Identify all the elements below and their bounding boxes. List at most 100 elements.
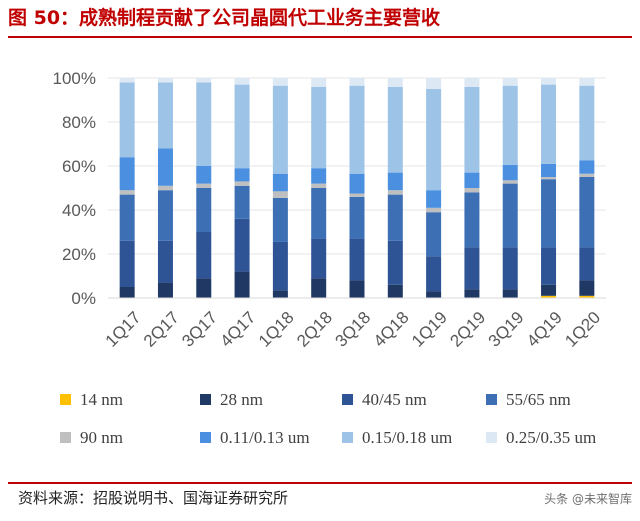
bar-segment: [272, 78, 288, 86]
legend-swatch: [342, 432, 353, 443]
y-tick-label: 80%: [62, 113, 96, 132]
bar-segment: [272, 197, 288, 242]
legend-swatch: [200, 432, 211, 443]
bar-segment: [579, 247, 595, 281]
legend-swatch: [486, 432, 497, 443]
x-tick-label: 1Q20: [561, 308, 604, 351]
chart-title: 图 50：成熟制程贡献了公司晶圆代工业务主要营收: [8, 7, 441, 29]
bar-segment: [541, 247, 557, 285]
bar-segment: [579, 78, 595, 86]
bar-segment: [196, 183, 212, 188]
bar-segment: [272, 173, 288, 192]
bar-segment: [234, 84, 250, 169]
bar-segment: [387, 78, 403, 87]
bar-segment: [579, 280, 595, 296]
bar-segment: [119, 190, 135, 195]
y-axis: 0% 20% 40% 60% 80% 100%: [53, 69, 96, 308]
bar-segment: [196, 278, 212, 298]
legend-label: 55/65 nm: [506, 390, 571, 409]
bar-segment: [272, 85, 288, 174]
x-tick-label: 4Q18: [370, 308, 413, 351]
legend-label: 90 nm: [80, 428, 123, 447]
bar-segment: [234, 218, 250, 272]
x-tick-label: 1Q18: [255, 308, 298, 351]
bar-segment: [579, 160, 595, 174]
bar-segment: [579, 173, 595, 177]
bar-segment: [311, 278, 327, 298]
bar-segment: [349, 280, 365, 298]
watermark: 头条 @未来智库: [544, 492, 632, 506]
bar-segment: [541, 295, 557, 298]
bar-segment: [541, 163, 557, 177]
y-tick-label: 100%: [53, 69, 96, 88]
bar-segment: [196, 78, 212, 83]
bar-segment: [311, 78, 327, 87]
bar-segment: [196, 232, 212, 279]
bar-segment: [119, 78, 135, 83]
legend-label: 0.11/0.13 um: [220, 428, 310, 447]
bar-segment: [234, 185, 250, 219]
bar-segment: [541, 179, 557, 248]
bar-segment: [502, 164, 518, 181]
bar-segment: [272, 290, 288, 298]
footer-divider: [8, 482, 632, 484]
x-tick-label: 1Q19: [408, 308, 451, 351]
bar-segment: [157, 148, 173, 186]
bar-segment: [349, 193, 365, 197]
bar-segment: [541, 284, 557, 296]
bar-segment: [387, 240, 403, 285]
bar-series: [108, 78, 606, 299]
bar-segment: [387, 86, 403, 173]
bar-segment: [579, 295, 595, 298]
bar-segment: [579, 85, 595, 161]
bar-segment: [349, 78, 365, 86]
bar-segment: [502, 85, 518, 165]
bar-segment: [272, 241, 288, 291]
bar-segment: [464, 78, 480, 87]
bar-segment: [426, 291, 442, 298]
y-tick-label: 20%: [62, 245, 96, 264]
bar-segment: [387, 190, 403, 195]
bar-segment: [426, 190, 442, 208]
stacked-bar-chart: 0%20%40%60%80%100% 1Q172Q173Q174Q171Q182…: [53, 69, 606, 447]
bar-segment: [349, 85, 365, 174]
bar-segment: [541, 84, 557, 164]
x-tick-label: 3Q17: [178, 308, 221, 351]
bar-segment: [464, 188, 480, 193]
source-note: 资料来源：招股说明书、国海证券研究所: [18, 489, 289, 507]
bar-segment: [119, 287, 135, 298]
bar-segment: [311, 188, 327, 239]
bar-segment: [349, 173, 365, 194]
bar-segment: [311, 183, 327, 188]
bar-segment: [196, 188, 212, 232]
bar-segment: [157, 240, 173, 283]
bar-segment: [464, 289, 480, 298]
bar-segment: [234, 78, 250, 85]
bar-segment: [541, 177, 557, 180]
x-tick-label: 2Q17: [140, 308, 183, 351]
bar-segment: [387, 172, 403, 191]
bar-segment: [464, 172, 480, 188]
bar-segment: [464, 192, 480, 248]
bar-segment: [234, 168, 250, 182]
legend-swatch: [60, 394, 71, 405]
legend-swatch: [60, 432, 71, 443]
bar-segment: [387, 194, 403, 241]
x-axis: 1Q172Q173Q174Q171Q182Q183Q184Q181Q192Q19…: [102, 308, 605, 351]
legend-swatch: [200, 394, 211, 405]
bar-segment: [311, 238, 327, 279]
legend-swatch: [342, 394, 353, 405]
x-tick-label: 1Q17: [102, 308, 145, 351]
y-tick-label: 40%: [62, 201, 96, 220]
title-divider: [8, 36, 632, 38]
bar-segment: [426, 78, 442, 89]
bar-segment: [426, 207, 442, 213]
bar-segment: [426, 256, 442, 292]
bar-segment: [157, 190, 173, 241]
bar-segment: [196, 166, 212, 184]
legend-label: 0.15/0.18 um: [362, 428, 452, 447]
bar-segment: [426, 89, 442, 191]
x-tick-label: 2Q19: [446, 308, 489, 351]
x-tick-label: 3Q18: [331, 308, 374, 351]
legend-label: 28 nm: [220, 390, 263, 409]
